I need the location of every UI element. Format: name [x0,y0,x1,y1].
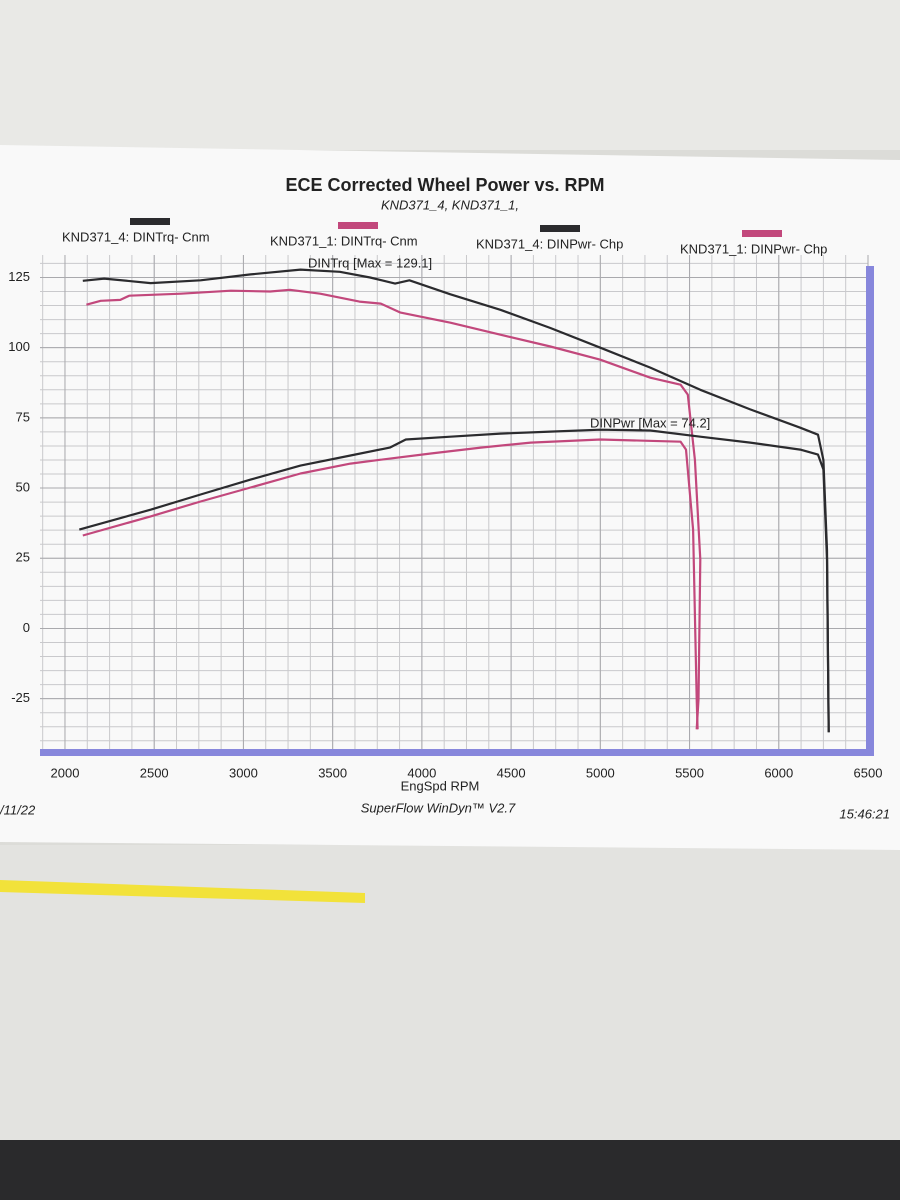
legend-label: KND371_1: DINPwr- Chp [680,241,827,256]
x-axis-bar [40,749,872,756]
plot [79,268,830,733]
x-tick-label: 3000 [229,765,258,780]
legend-label: KND371_4: DINTrq- Cnm [62,229,210,244]
chart-title: ECE Corrected Wheel Power vs. RPM [285,175,604,195]
paper [0,145,900,850]
y-tick-label: 100 [8,339,30,354]
legend-swatch [338,222,378,229]
footer-time: 15:46:21 [839,806,890,821]
desk-top [0,0,900,150]
line-series [79,428,830,733]
annotation: DINPwr [Max = 74.2] [590,415,710,430]
footer-software: SuperFlow WinDyn™ V2.7 [361,800,516,815]
legend-label: KND371_1: DINTrq- Cnm [270,233,418,248]
y-tick-label: 50 [16,479,30,494]
x-tick-label: 6000 [764,765,793,780]
y-tick-label: 75 [16,409,30,424]
legend-label: KND371_4: DINPwr- Chp [476,236,623,251]
annotation: DINTrq [Max = 129.1] [308,255,432,270]
line-series [86,288,702,730]
desk-edge [0,1140,900,1200]
y-axis-bar [866,266,874,756]
legend-swatch [130,218,170,225]
x-tick-label: 5000 [586,765,615,780]
x-tick-label: 2500 [140,765,169,780]
x-tick-label: 6500 [854,765,883,780]
legend-swatch [742,230,782,237]
y-tick-label: 25 [16,550,30,565]
x-axis-label: EngSpd RPM [401,778,480,793]
x-tick-label: 4000 [407,765,436,780]
pencil [0,880,365,903]
x-tick-label: 2000 [51,765,80,780]
y-tick-label: 0 [23,620,30,635]
line-series [82,268,830,733]
line-series [82,438,699,730]
y-tick-label: 125 [8,269,30,284]
footer-date: /11/22 [0,802,36,817]
x-tick-label: 4500 [497,765,526,780]
y-tick-label: -25 [11,690,30,705]
grid [40,255,869,752]
x-tick-label: 5500 [675,765,704,780]
chart-subtitle: KND371_4, KND371_1, [381,197,519,212]
x-tick-label: 3500 [318,765,347,780]
legend-swatch [540,225,580,232]
